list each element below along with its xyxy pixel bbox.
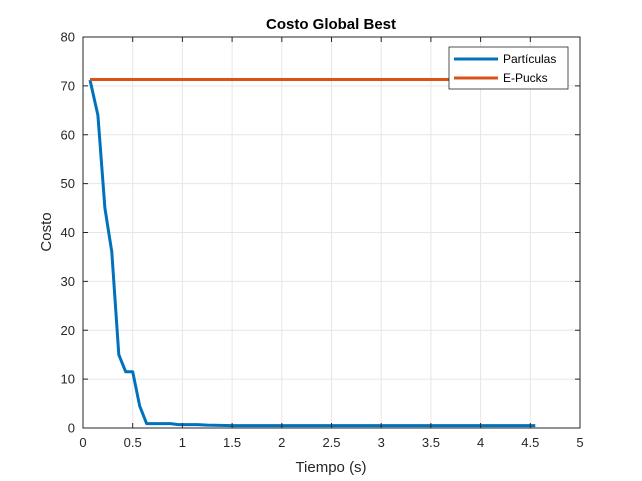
- y-tick-label: 70: [61, 78, 75, 93]
- x-tick-label: 2.5: [322, 435, 340, 450]
- y-tick-label: 10: [61, 372, 75, 387]
- x-axis-label: Tiempo (s): [295, 459, 366, 476]
- ticks: [82, 36, 581, 429]
- x-tick-label: 2: [278, 435, 285, 450]
- y-axis-label: Costo: [38, 212, 55, 251]
- x-tick-label: 3: [378, 435, 385, 450]
- y-tick-label: 80: [61, 30, 75, 45]
- legend-label-particulas: Partículas: [503, 52, 556, 66]
- x-tick-label: 0: [79, 435, 86, 450]
- y-tick-label: 60: [61, 127, 75, 142]
- x-tick-label: 3.5: [422, 435, 440, 450]
- x-tick-labels: 0 0.5 1 1.5 2 2.5 3 3.5 4 4.5 5: [79, 435, 583, 450]
- x-tick-label: 1.5: [223, 435, 241, 450]
- y-tick-label: 40: [61, 225, 75, 240]
- chart-title: Costo Global Best: [266, 16, 396, 33]
- series-line-particulas: [88, 79, 536, 428]
- y-tick-label: 50: [61, 176, 75, 191]
- x-tick-label: 4.5: [521, 435, 539, 450]
- x-tick-label: 1: [179, 435, 186, 450]
- legend-label-e-pucks: E-Pucks: [503, 71, 548, 85]
- y-tick-label: 30: [61, 274, 75, 289]
- grid: [83, 37, 580, 428]
- y-tick-labels: 0 10 20 30 40 50 60 70 80: [61, 30, 75, 436]
- x-tick-label: 5: [576, 435, 583, 450]
- legend-box: [448, 46, 569, 90]
- legend: Partículas E-Pucks: [448, 46, 569, 90]
- x-tick-label: 0.5: [124, 435, 142, 450]
- y-tick-label: 20: [61, 323, 75, 338]
- x-tick-label: 4: [477, 435, 484, 450]
- y-tick-label: 0: [68, 421, 75, 436]
